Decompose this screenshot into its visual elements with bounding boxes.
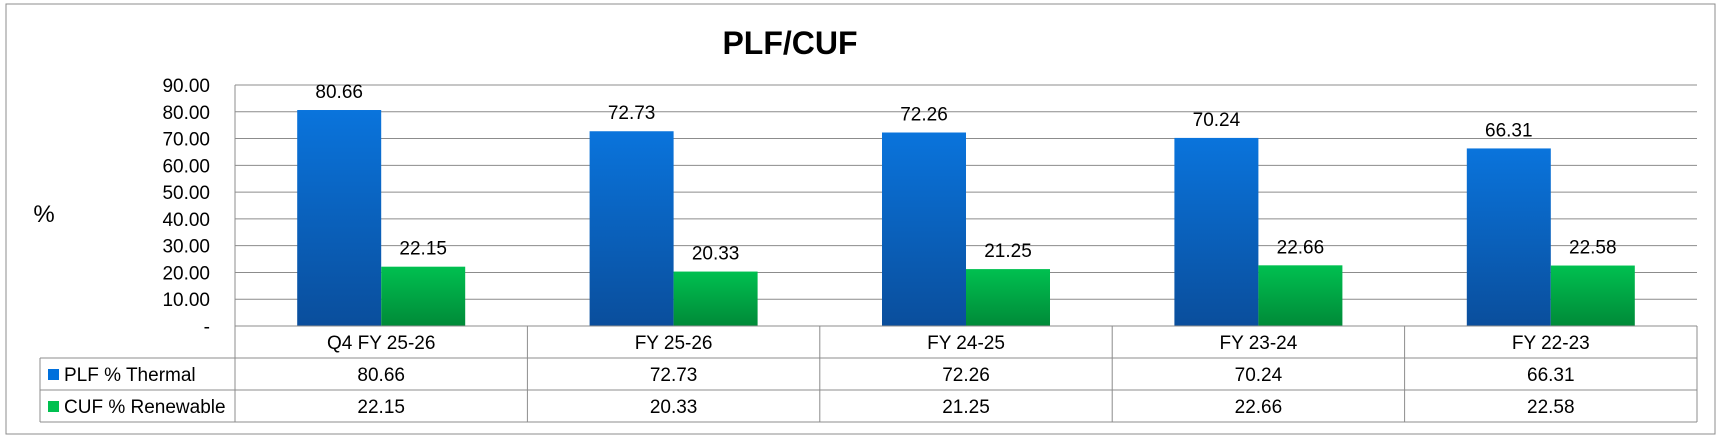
bar-series-0	[297, 110, 382, 327]
data-labels: 80.66 72.73 72.26 70.24 66.31 22.15 20.33 21.25…	[315, 82, 1616, 265]
legend-key-series-0	[48, 369, 59, 380]
table-cell: 80.66	[357, 365, 405, 386]
y-tick-label: 40.00	[162, 210, 210, 231]
table-cell: 66.31	[1527, 365, 1575, 386]
bar-data-label: 70.24	[1193, 110, 1241, 131]
y-tick-label: 70.00	[162, 130, 210, 151]
bar-series-1	[1258, 265, 1343, 326]
y-tick-label: 50.00	[162, 183, 210, 204]
bar-series-1	[381, 266, 466, 326]
bar-series-0	[589, 131, 674, 326]
table-cell: 22.66	[1235, 397, 1283, 418]
bar-series-0	[1466, 148, 1551, 326]
bar-data-label: 22.15	[399, 239, 447, 260]
bar-series-0	[882, 132, 966, 326]
bar-series-1	[1550, 265, 1635, 326]
bar-data-label: 20.33	[692, 244, 740, 265]
table-cell: 22.58	[1527, 397, 1575, 418]
legend-label: PLF % Thermal	[64, 365, 196, 386]
bar-series-1	[673, 271, 758, 326]
y-tick-label: -	[204, 317, 210, 338]
data-table: Q4 FY 25-26 FY 25-26 FY 24-25 FY 23-24 FY 22…	[39, 325, 1698, 423]
legend-key-series-1	[48, 401, 59, 412]
legend-label: CUF % Renewable	[64, 397, 226, 418]
y-tick-label: 20.00	[162, 263, 210, 284]
table-cell: 21.25	[942, 397, 990, 418]
x-tick-label: Q4 FY 25-26	[327, 333, 435, 354]
y-axis-label: %	[33, 201, 54, 228]
x-tick-label: FY 23-24	[1219, 333, 1297, 354]
table-cell: 72.73	[650, 365, 698, 386]
bar-data-label: 21.25	[984, 241, 1032, 262]
x-tick-label: FY 25-26	[635, 333, 713, 354]
y-tick-label: 80.00	[162, 103, 210, 124]
bars	[297, 110, 1635, 327]
table-cell: 22.15	[357, 397, 405, 418]
y-tick-label: 60.00	[162, 156, 210, 177]
bar-data-label: 80.66	[315, 82, 363, 103]
y-tick-label: 90.00	[162, 76, 210, 97]
x-tick-label: FY 24-25	[927, 333, 1005, 354]
bar-series-0	[1174, 137, 1259, 326]
table-cell: 20.33	[650, 397, 698, 418]
bar-data-label: 22.58	[1569, 238, 1617, 259]
x-tick-label: FY 22-23	[1512, 333, 1590, 354]
bar-data-label: 72.26	[900, 105, 948, 126]
bar-data-label: 66.31	[1485, 120, 1533, 141]
table-cell: 72.26	[942, 365, 990, 386]
y-tick-label: 30.00	[162, 237, 210, 258]
table-cell: 70.24	[1235, 365, 1283, 386]
y-axis-ticks: - 10.00 20.00 30.00 40.00 50.00 60.00 70.00 80.0…	[162, 76, 210, 338]
bar-data-label: 22.66	[1277, 237, 1325, 258]
chart-title: PLF/CUF	[722, 25, 857, 61]
y-tick-label: 10.00	[162, 290, 210, 311]
bar-series-1	[966, 269, 1050, 326]
bar-data-label: 72.73	[608, 103, 656, 124]
